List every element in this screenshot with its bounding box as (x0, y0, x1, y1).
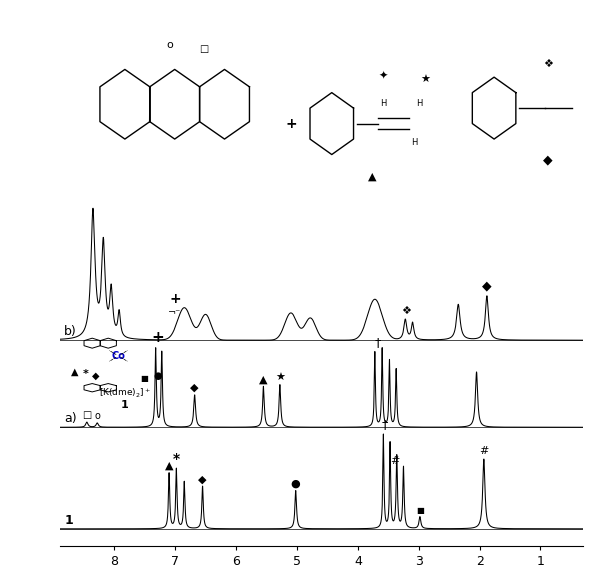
Text: o: o (166, 40, 173, 50)
Text: ◆: ◆ (198, 474, 207, 484)
Text: #: # (390, 456, 399, 466)
Text: ■: ■ (140, 374, 149, 384)
Text: ◆: ◆ (190, 383, 199, 393)
Text: +: + (285, 117, 297, 131)
Text: ◆: ◆ (482, 280, 491, 293)
Text: ■: ■ (416, 506, 424, 514)
Text: H: H (380, 99, 386, 108)
Text: ▲: ▲ (368, 172, 377, 182)
Text: †: † (374, 336, 380, 349)
Text: ◆: ◆ (92, 371, 100, 381)
Text: ●: ● (154, 371, 162, 381)
Text: ▲: ▲ (71, 366, 79, 377)
Text: ✦: ✦ (378, 71, 388, 81)
Text: ★: ★ (275, 373, 285, 382)
Text: H: H (411, 138, 418, 147)
Text: ❖: ❖ (543, 59, 553, 69)
Text: ★: ★ (420, 75, 430, 85)
Text: ◆: ◆ (543, 153, 553, 166)
Text: □: □ (82, 410, 92, 420)
Text: ❖: ❖ (402, 306, 412, 316)
Text: ▲: ▲ (165, 461, 173, 471)
Text: a): a) (64, 413, 77, 426)
Text: H: H (416, 99, 423, 108)
Text: †: † (382, 418, 389, 431)
Text: ▲: ▲ (259, 374, 268, 384)
Text: *: * (173, 452, 180, 466)
Text: □: □ (199, 44, 208, 54)
Text: ¬⁻: ¬⁻ (168, 308, 181, 318)
Text: #: # (479, 446, 488, 456)
Text: +: + (170, 292, 181, 306)
Text: 1: 1 (121, 400, 129, 410)
Text: ●: ● (291, 479, 300, 489)
Text: b): b) (64, 325, 77, 339)
Text: Co: Co (111, 351, 126, 361)
Text: *: * (83, 369, 89, 378)
Text: [K(dme)$_2$]$^+$: [K(dme)$_2$]$^+$ (99, 386, 151, 399)
Text: o: o (95, 411, 100, 421)
Text: 1: 1 (64, 514, 73, 527)
Text: +: + (152, 330, 164, 345)
